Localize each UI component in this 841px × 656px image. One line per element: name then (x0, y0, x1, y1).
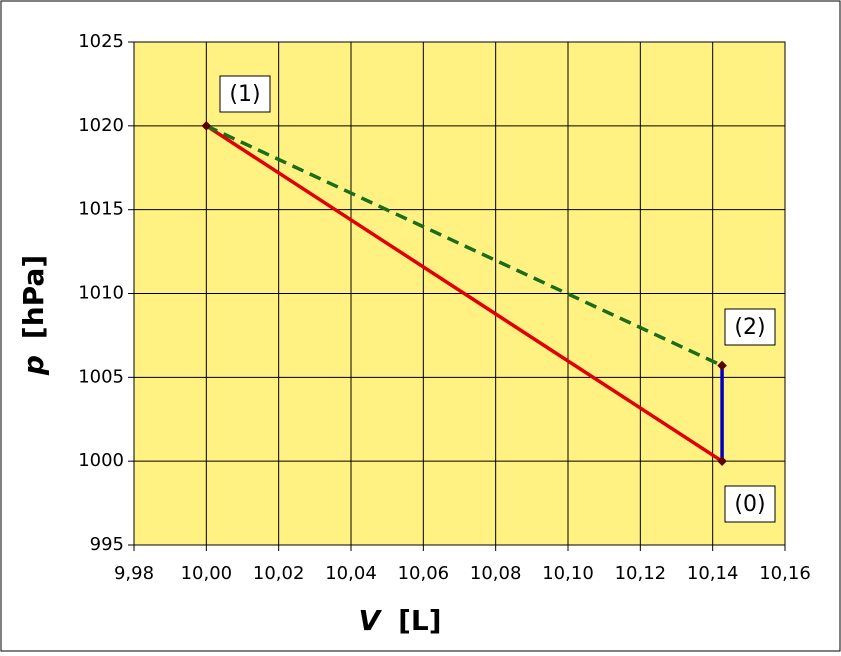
x-tick-label: 10,10 (542, 563, 594, 584)
x-axis-unit: [L] (398, 604, 441, 637)
point-marker (201, 121, 212, 131)
x-tick-label: 9,98 (114, 563, 154, 584)
point-marker (717, 456, 727, 466)
x-tick-label: 10,06 (398, 563, 450, 584)
x-tick-label: 10,16 (759, 563, 811, 584)
y-tick-label: 1010 (78, 283, 124, 304)
x-tick-label: 10,14 (687, 563, 739, 584)
y-tick-label: 1020 (78, 115, 124, 136)
plot-border (133, 41, 786, 546)
x-tick-label: 10,00 (181, 563, 233, 584)
y-axis-symbol: p (17, 355, 50, 376)
y-tick-label: 1005 (78, 366, 124, 387)
x-axis-label: V [L] (358, 604, 441, 637)
point-marker (717, 360, 727, 371)
x-tick-label: 10,02 (253, 563, 305, 584)
y-tick-label: 1000 (78, 450, 124, 471)
y-axis-unit: [hPa] (17, 255, 50, 339)
annotation: (0) (734, 492, 765, 517)
annotation-box (219, 75, 271, 113)
annotation: (1) (229, 82, 260, 107)
y-axis-label: p [hPa] (17, 255, 50, 376)
annotation-box (724, 485, 776, 523)
y-tick-label: 1025 (78, 31, 124, 52)
series-line (205, 124, 724, 463)
plot-area: 995 1000 1005 1010 1015 1020 1025 9,98 10,00 10,0… (78, 31, 811, 584)
y-tick-label: 1015 (78, 199, 124, 220)
annotation-box (724, 308, 776, 346)
x-tick-label: 10,08 (470, 563, 522, 584)
y-tick-label: 995 (90, 534, 124, 555)
x-axis-symbol: V (358, 604, 382, 637)
x-tick-label: 10,04 (325, 563, 377, 584)
annotation: (2) (734, 315, 765, 340)
x-tick-label: 10,12 (615, 563, 667, 584)
